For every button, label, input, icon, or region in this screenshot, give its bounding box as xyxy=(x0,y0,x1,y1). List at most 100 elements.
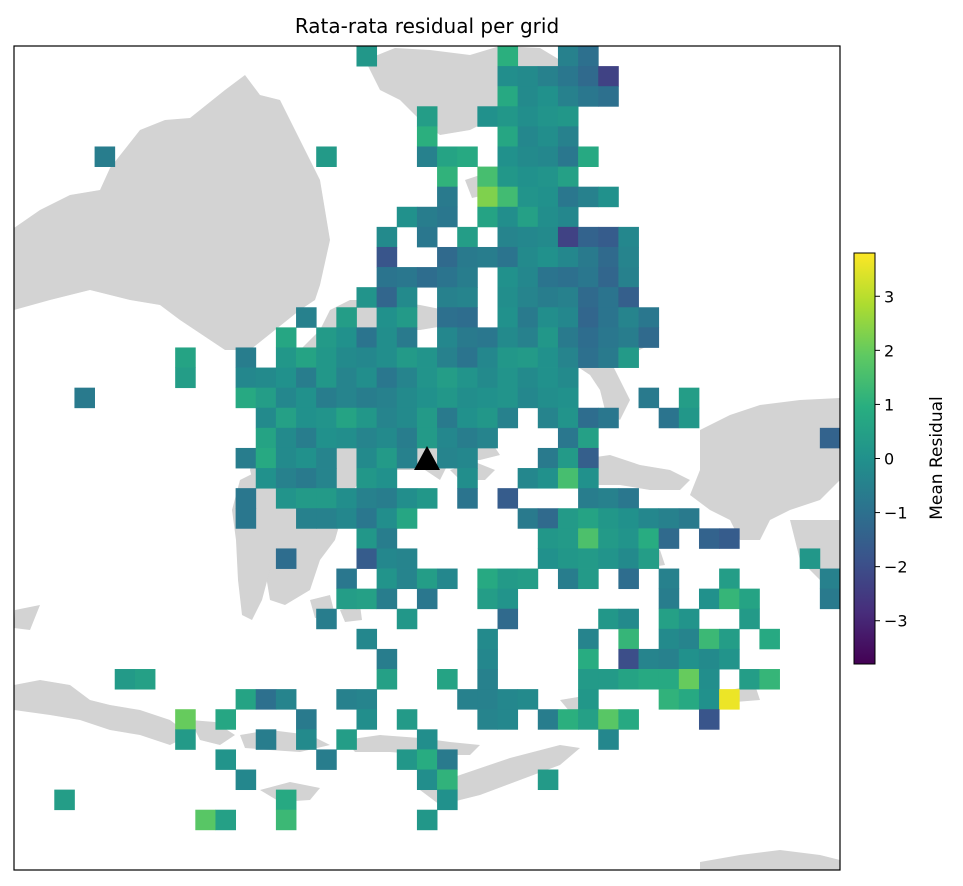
grid-cell xyxy=(678,387,700,409)
map-frame xyxy=(13,45,841,871)
grid-cell xyxy=(598,226,619,248)
grid-cell xyxy=(537,106,559,127)
grid-cell xyxy=(537,769,559,791)
grid-cell xyxy=(275,809,297,831)
grid-cell xyxy=(356,447,378,469)
grid-cell xyxy=(497,86,519,107)
grid-cell xyxy=(336,327,357,348)
grid-cell xyxy=(416,126,438,147)
grid-cell xyxy=(416,568,438,590)
grid-cell xyxy=(477,689,498,710)
grid-cell xyxy=(316,468,337,489)
grid-cell xyxy=(578,327,599,348)
grid-cell xyxy=(316,327,337,348)
grid-cell xyxy=(457,226,478,248)
grid-cell xyxy=(457,427,478,449)
grid-cell xyxy=(497,608,519,630)
grid-cell xyxy=(658,628,680,650)
colorbar-tick-label: 3 xyxy=(884,287,894,306)
grid-cell xyxy=(497,166,519,188)
grid-cell xyxy=(336,729,357,750)
grid-cell xyxy=(557,86,579,107)
grid-cell xyxy=(437,206,458,228)
grid-cell xyxy=(497,267,519,288)
grid-cell xyxy=(477,407,498,429)
grid-cell xyxy=(235,508,257,529)
grid-cell xyxy=(517,146,539,167)
grid-cell xyxy=(416,387,438,409)
grid-cell xyxy=(517,347,539,368)
grid-cell xyxy=(396,508,418,529)
grid-cell xyxy=(376,226,398,248)
grid-cell xyxy=(296,488,317,509)
grid-cell xyxy=(396,327,418,348)
grid-cell xyxy=(517,226,539,248)
grid-cell xyxy=(296,347,317,368)
grid-cell xyxy=(316,749,337,770)
grid-cell xyxy=(537,347,559,368)
grid-cell xyxy=(497,186,519,208)
grid-cell xyxy=(557,347,579,368)
grid-cell xyxy=(557,246,579,268)
grid-cell xyxy=(739,608,760,630)
colorbar-gradient xyxy=(853,252,876,665)
grid-cell xyxy=(296,307,317,328)
grid-cell xyxy=(437,769,458,791)
grid-cell xyxy=(638,528,660,549)
colorbar-tick-label: −1 xyxy=(884,504,908,523)
grid-cell xyxy=(396,206,418,228)
grid-cell xyxy=(396,367,418,389)
grid-cell xyxy=(275,407,297,429)
grid-cell xyxy=(275,347,297,368)
grid-cell xyxy=(497,568,519,590)
grid-cell xyxy=(296,508,317,529)
grid-cell xyxy=(396,488,418,509)
grid-cell xyxy=(356,367,378,389)
grid-cell xyxy=(215,749,237,770)
colorbar-tick-label: 0 xyxy=(884,450,894,469)
grid-cell xyxy=(598,528,619,549)
grid-cell xyxy=(477,186,498,208)
grid-cell xyxy=(275,789,297,811)
grid-cell xyxy=(376,447,398,469)
grid-cell xyxy=(658,588,680,610)
grid-cell xyxy=(598,246,619,268)
grid-cell xyxy=(497,146,519,167)
grid-cell xyxy=(477,166,498,188)
grid-cell xyxy=(517,106,539,127)
grid-cell xyxy=(497,367,519,389)
grid-cell xyxy=(94,146,116,167)
grid-cell xyxy=(578,146,599,167)
grid-cell xyxy=(517,307,539,328)
grid-cell xyxy=(497,327,519,348)
grid-cell xyxy=(356,689,378,710)
grid-cell xyxy=(557,307,579,328)
grid-cell xyxy=(336,568,357,590)
epicenter-marker xyxy=(414,446,440,471)
grid-cell xyxy=(255,367,277,389)
grid-cell xyxy=(437,307,458,328)
grid-cell xyxy=(698,709,720,730)
grid-cell xyxy=(759,628,780,650)
grid-cell xyxy=(437,186,458,208)
grid-cell xyxy=(457,488,478,509)
grid-cell xyxy=(497,709,519,730)
grid-cell xyxy=(618,648,639,670)
grid-cell xyxy=(497,66,519,87)
grid-cell xyxy=(477,588,498,610)
grid-cell xyxy=(537,166,559,188)
grid-cell xyxy=(275,427,297,449)
grid-cell xyxy=(477,106,498,127)
grid-cell xyxy=(618,548,639,569)
grid-cell xyxy=(618,307,639,328)
grid-cell xyxy=(578,427,599,449)
grid-cell xyxy=(175,347,196,368)
grid-cell xyxy=(578,528,599,549)
grid-cell xyxy=(537,387,559,409)
grid-cell xyxy=(517,186,539,208)
grid-cell xyxy=(497,307,519,328)
grid-cell xyxy=(557,287,579,308)
grid-cell xyxy=(356,528,378,549)
grid-cell xyxy=(517,166,539,188)
grid-cell xyxy=(437,568,458,590)
